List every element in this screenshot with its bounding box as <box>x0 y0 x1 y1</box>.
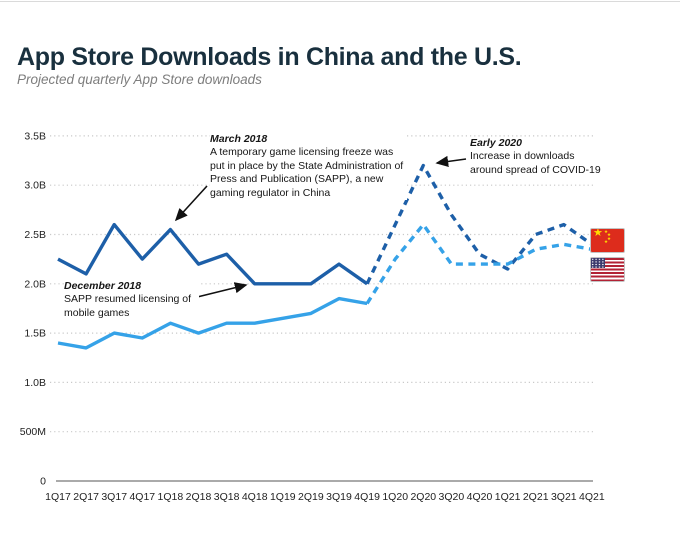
annotation-december-2018: December 2018 SAPP resumed licensing of … <box>64 280 199 321</box>
x-tick-label: 4Q21 <box>579 491 605 503</box>
x-tick-label: 1Q18 <box>158 491 184 503</box>
x-tick-label: 2Q21 <box>523 491 549 503</box>
x-tick-label: 1Q17 <box>45 491 71 503</box>
y-tick-label: 1.5B <box>24 328 46 340</box>
china-line <box>57 222 369 286</box>
x-tick-label: 3Q19 <box>326 491 352 503</box>
top-divider <box>0 1 680 2</box>
x-tick-label: 2Q17 <box>73 491 99 503</box>
y-tick-label: 500M <box>20 426 46 438</box>
x-tick-label: 2Q20 <box>410 491 436 503</box>
annotation-heading: Early 2020 <box>470 137 522 149</box>
y-tick-label: 1.0B <box>24 377 46 389</box>
us-flag-canton <box>591 258 605 268</box>
y-tick-label: 2.0B <box>24 278 46 290</box>
x-tick-label: 1Q21 <box>495 491 521 503</box>
annotation-heading: March 2018 <box>210 133 268 145</box>
annotation-heading: December 2018 <box>64 280 142 292</box>
x-tick-label: 3Q18 <box>214 491 240 503</box>
annotation-body: Increase in downloads around spread of C… <box>470 150 601 176</box>
x-tick-label: 4Q20 <box>467 491 493 503</box>
china-flag-small-star: ★ <box>607 232 612 237</box>
china-flag-icon: ★ ★ ★ ★ ★ <box>590 228 625 253</box>
page-title: App Store Downloads in China and the U.S… <box>17 42 522 71</box>
china-flag-small-star: ★ <box>607 236 612 241</box>
x-tick-label: 4Q18 <box>242 491 268 503</box>
page-subtitle: Projected quarterly App Store downloads <box>17 72 262 87</box>
x-tick-label: 3Q21 <box>551 491 577 503</box>
x-tick-label: 1Q19 <box>270 491 296 503</box>
x-tick-label: 2Q18 <box>186 491 212 503</box>
y-tick-label: 0 <box>40 476 46 488</box>
us-flag-icon <box>590 257 625 282</box>
annotation-arrow <box>435 155 467 168</box>
china-flag-star: ★ <box>593 228 603 239</box>
china-flag-small-star: ★ <box>604 229 609 234</box>
x-tick-label: 3Q17 <box>101 491 127 503</box>
china-flag-small-star: ★ <box>604 239 609 244</box>
y-tick-label: 2.5B <box>24 229 46 241</box>
annotation-body: A temporary game licensing freeze was pu… <box>210 146 404 199</box>
us-line-projected <box>365 222 593 305</box>
x-tick-label: 4Q17 <box>129 491 155 503</box>
annotation-march-2018: March 2018 A temporary game licensing fr… <box>210 133 407 201</box>
y-tick-label: 3.5B <box>24 130 46 142</box>
x-tick-label: 4Q19 <box>354 491 380 503</box>
annotation-early-2020: Early 2020 Increase in downloads around … <box>470 137 610 178</box>
annotation-arrow <box>174 185 208 222</box>
y-tick-label: 3.0B <box>24 180 46 192</box>
annotation-body: SAPP resumed licensing of mobile games <box>64 293 192 319</box>
us-line <box>57 296 368 350</box>
x-tick-label: 1Q20 <box>382 491 408 503</box>
x-tick-label: 3Q20 <box>439 491 465 503</box>
x-tick-label: 2Q19 <box>298 491 324 503</box>
